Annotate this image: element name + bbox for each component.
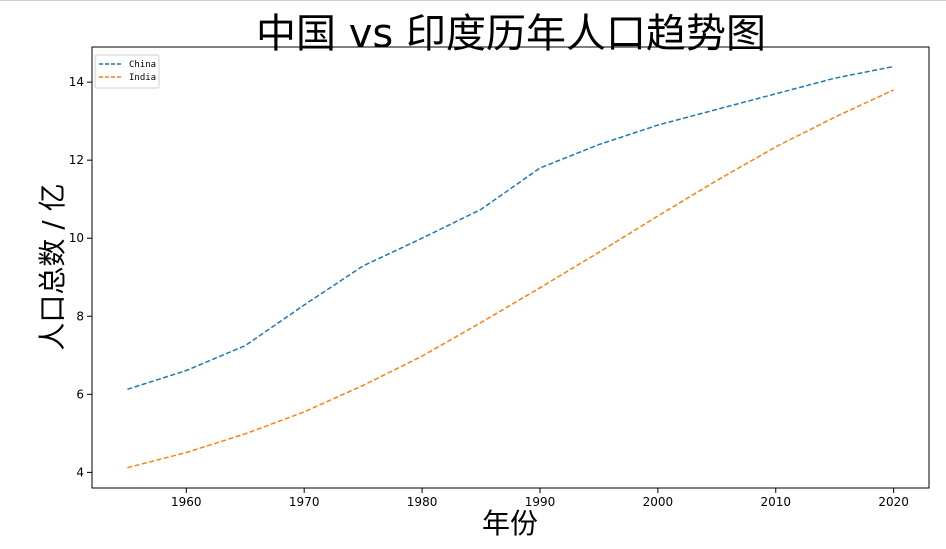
y-tick-label: 10: [69, 231, 84, 245]
y-tick-label: 8: [76, 309, 84, 323]
legend: China India: [94, 54, 160, 89]
x-axis: 1960 1970 1980 1990 2000 2010 2020: [171, 488, 909, 509]
y-tick-label: 12: [69, 153, 84, 167]
top-border: [0, 0, 946, 1]
x-tick-label: 2010: [760, 495, 791, 509]
y-tick-label: 6: [76, 387, 84, 401]
chart-title: 中国 vs 印度历年人口趋势图: [256, 11, 766, 57]
y-axis: 4 6 8 10 12 14: [69, 75, 92, 479]
x-tick-label: 2000: [643, 495, 674, 509]
y-tick-label: 4: [76, 465, 84, 479]
x-tick-label: 1980: [407, 495, 438, 509]
series-line-china: [127, 65, 894, 391]
plot-area: [91, 46, 930, 489]
series-lines: [127, 65, 894, 469]
legend-label-india: India: [129, 73, 156, 83]
x-axis-label: 年份: [482, 507, 538, 540]
x-tick-label: 1960: [171, 495, 202, 509]
x-tick-label: 1970: [289, 495, 320, 509]
x-tick-label: 1990: [525, 495, 556, 509]
y-axis-label: 人口总数 / 亿: [36, 183, 69, 350]
y-tick-label: 14: [69, 75, 84, 89]
series-line-india: [127, 89, 894, 469]
x-tick-label: 2020: [878, 495, 909, 509]
legend-label-china: China: [129, 60, 156, 70]
